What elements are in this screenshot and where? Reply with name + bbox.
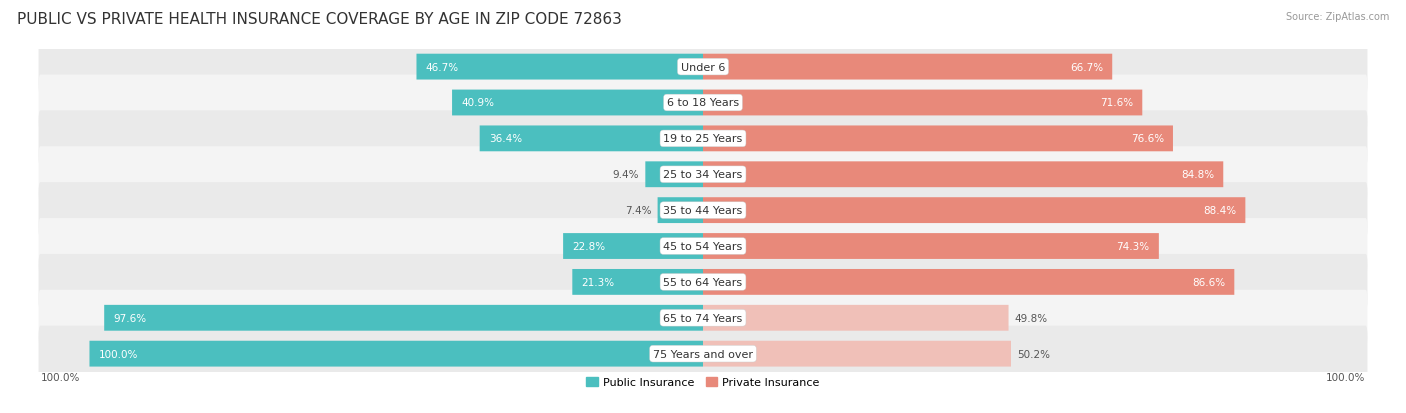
FancyBboxPatch shape — [703, 90, 1142, 116]
Text: 6 to 18 Years: 6 to 18 Years — [666, 98, 740, 108]
FancyBboxPatch shape — [38, 111, 1368, 167]
FancyBboxPatch shape — [38, 254, 1368, 310]
Text: 84.8%: 84.8% — [1181, 170, 1213, 180]
Text: 55 to 64 Years: 55 to 64 Years — [664, 277, 742, 287]
Text: 9.4%: 9.4% — [613, 170, 640, 180]
Text: 75 Years and over: 75 Years and over — [652, 349, 754, 359]
Text: 21.3%: 21.3% — [582, 277, 614, 287]
Text: 100.0%: 100.0% — [41, 372, 80, 382]
Text: 66.7%: 66.7% — [1070, 62, 1104, 72]
Text: 7.4%: 7.4% — [624, 206, 651, 216]
Text: 100.0%: 100.0% — [1326, 372, 1365, 382]
Text: 100.0%: 100.0% — [98, 349, 138, 359]
FancyBboxPatch shape — [703, 269, 1234, 295]
FancyBboxPatch shape — [703, 162, 1223, 188]
Text: 65 to 74 Years: 65 to 74 Years — [664, 313, 742, 323]
FancyBboxPatch shape — [38, 75, 1368, 131]
Text: 25 to 34 Years: 25 to 34 Years — [664, 170, 742, 180]
FancyBboxPatch shape — [572, 269, 703, 295]
Text: 88.4%: 88.4% — [1204, 206, 1236, 216]
FancyBboxPatch shape — [453, 90, 703, 116]
FancyBboxPatch shape — [703, 126, 1173, 152]
FancyBboxPatch shape — [38, 147, 1368, 203]
Text: Under 6: Under 6 — [681, 62, 725, 72]
Text: 45 to 54 Years: 45 to 54 Years — [664, 242, 742, 252]
Text: 97.6%: 97.6% — [114, 313, 146, 323]
FancyBboxPatch shape — [38, 218, 1368, 274]
Text: 86.6%: 86.6% — [1192, 277, 1225, 287]
Text: 35 to 44 Years: 35 to 44 Years — [664, 206, 742, 216]
FancyBboxPatch shape — [645, 162, 703, 188]
Text: 22.8%: 22.8% — [572, 242, 606, 252]
FancyBboxPatch shape — [104, 305, 703, 331]
Text: 46.7%: 46.7% — [426, 62, 458, 72]
FancyBboxPatch shape — [38, 290, 1368, 346]
FancyBboxPatch shape — [38, 40, 1368, 95]
Text: Source: ZipAtlas.com: Source: ZipAtlas.com — [1285, 12, 1389, 22]
FancyBboxPatch shape — [703, 341, 1011, 367]
Text: 76.6%: 76.6% — [1130, 134, 1164, 144]
FancyBboxPatch shape — [38, 326, 1368, 382]
FancyBboxPatch shape — [564, 233, 703, 259]
FancyBboxPatch shape — [90, 341, 703, 367]
Text: 49.8%: 49.8% — [1015, 313, 1047, 323]
FancyBboxPatch shape — [38, 183, 1368, 239]
FancyBboxPatch shape — [416, 55, 703, 81]
Text: 71.6%: 71.6% — [1099, 98, 1133, 108]
FancyBboxPatch shape — [703, 198, 1246, 223]
Text: 74.3%: 74.3% — [1116, 242, 1150, 252]
FancyBboxPatch shape — [703, 305, 1008, 331]
Legend: Public Insurance, Private Insurance: Public Insurance, Private Insurance — [582, 373, 824, 392]
Text: 40.9%: 40.9% — [461, 98, 495, 108]
FancyBboxPatch shape — [479, 126, 703, 152]
Text: 19 to 25 Years: 19 to 25 Years — [664, 134, 742, 144]
Text: PUBLIC VS PRIVATE HEALTH INSURANCE COVERAGE BY AGE IN ZIP CODE 72863: PUBLIC VS PRIVATE HEALTH INSURANCE COVER… — [17, 12, 621, 27]
FancyBboxPatch shape — [703, 233, 1159, 259]
FancyBboxPatch shape — [658, 198, 703, 223]
Text: 36.4%: 36.4% — [489, 134, 522, 144]
Text: 50.2%: 50.2% — [1017, 349, 1050, 359]
FancyBboxPatch shape — [703, 55, 1112, 81]
